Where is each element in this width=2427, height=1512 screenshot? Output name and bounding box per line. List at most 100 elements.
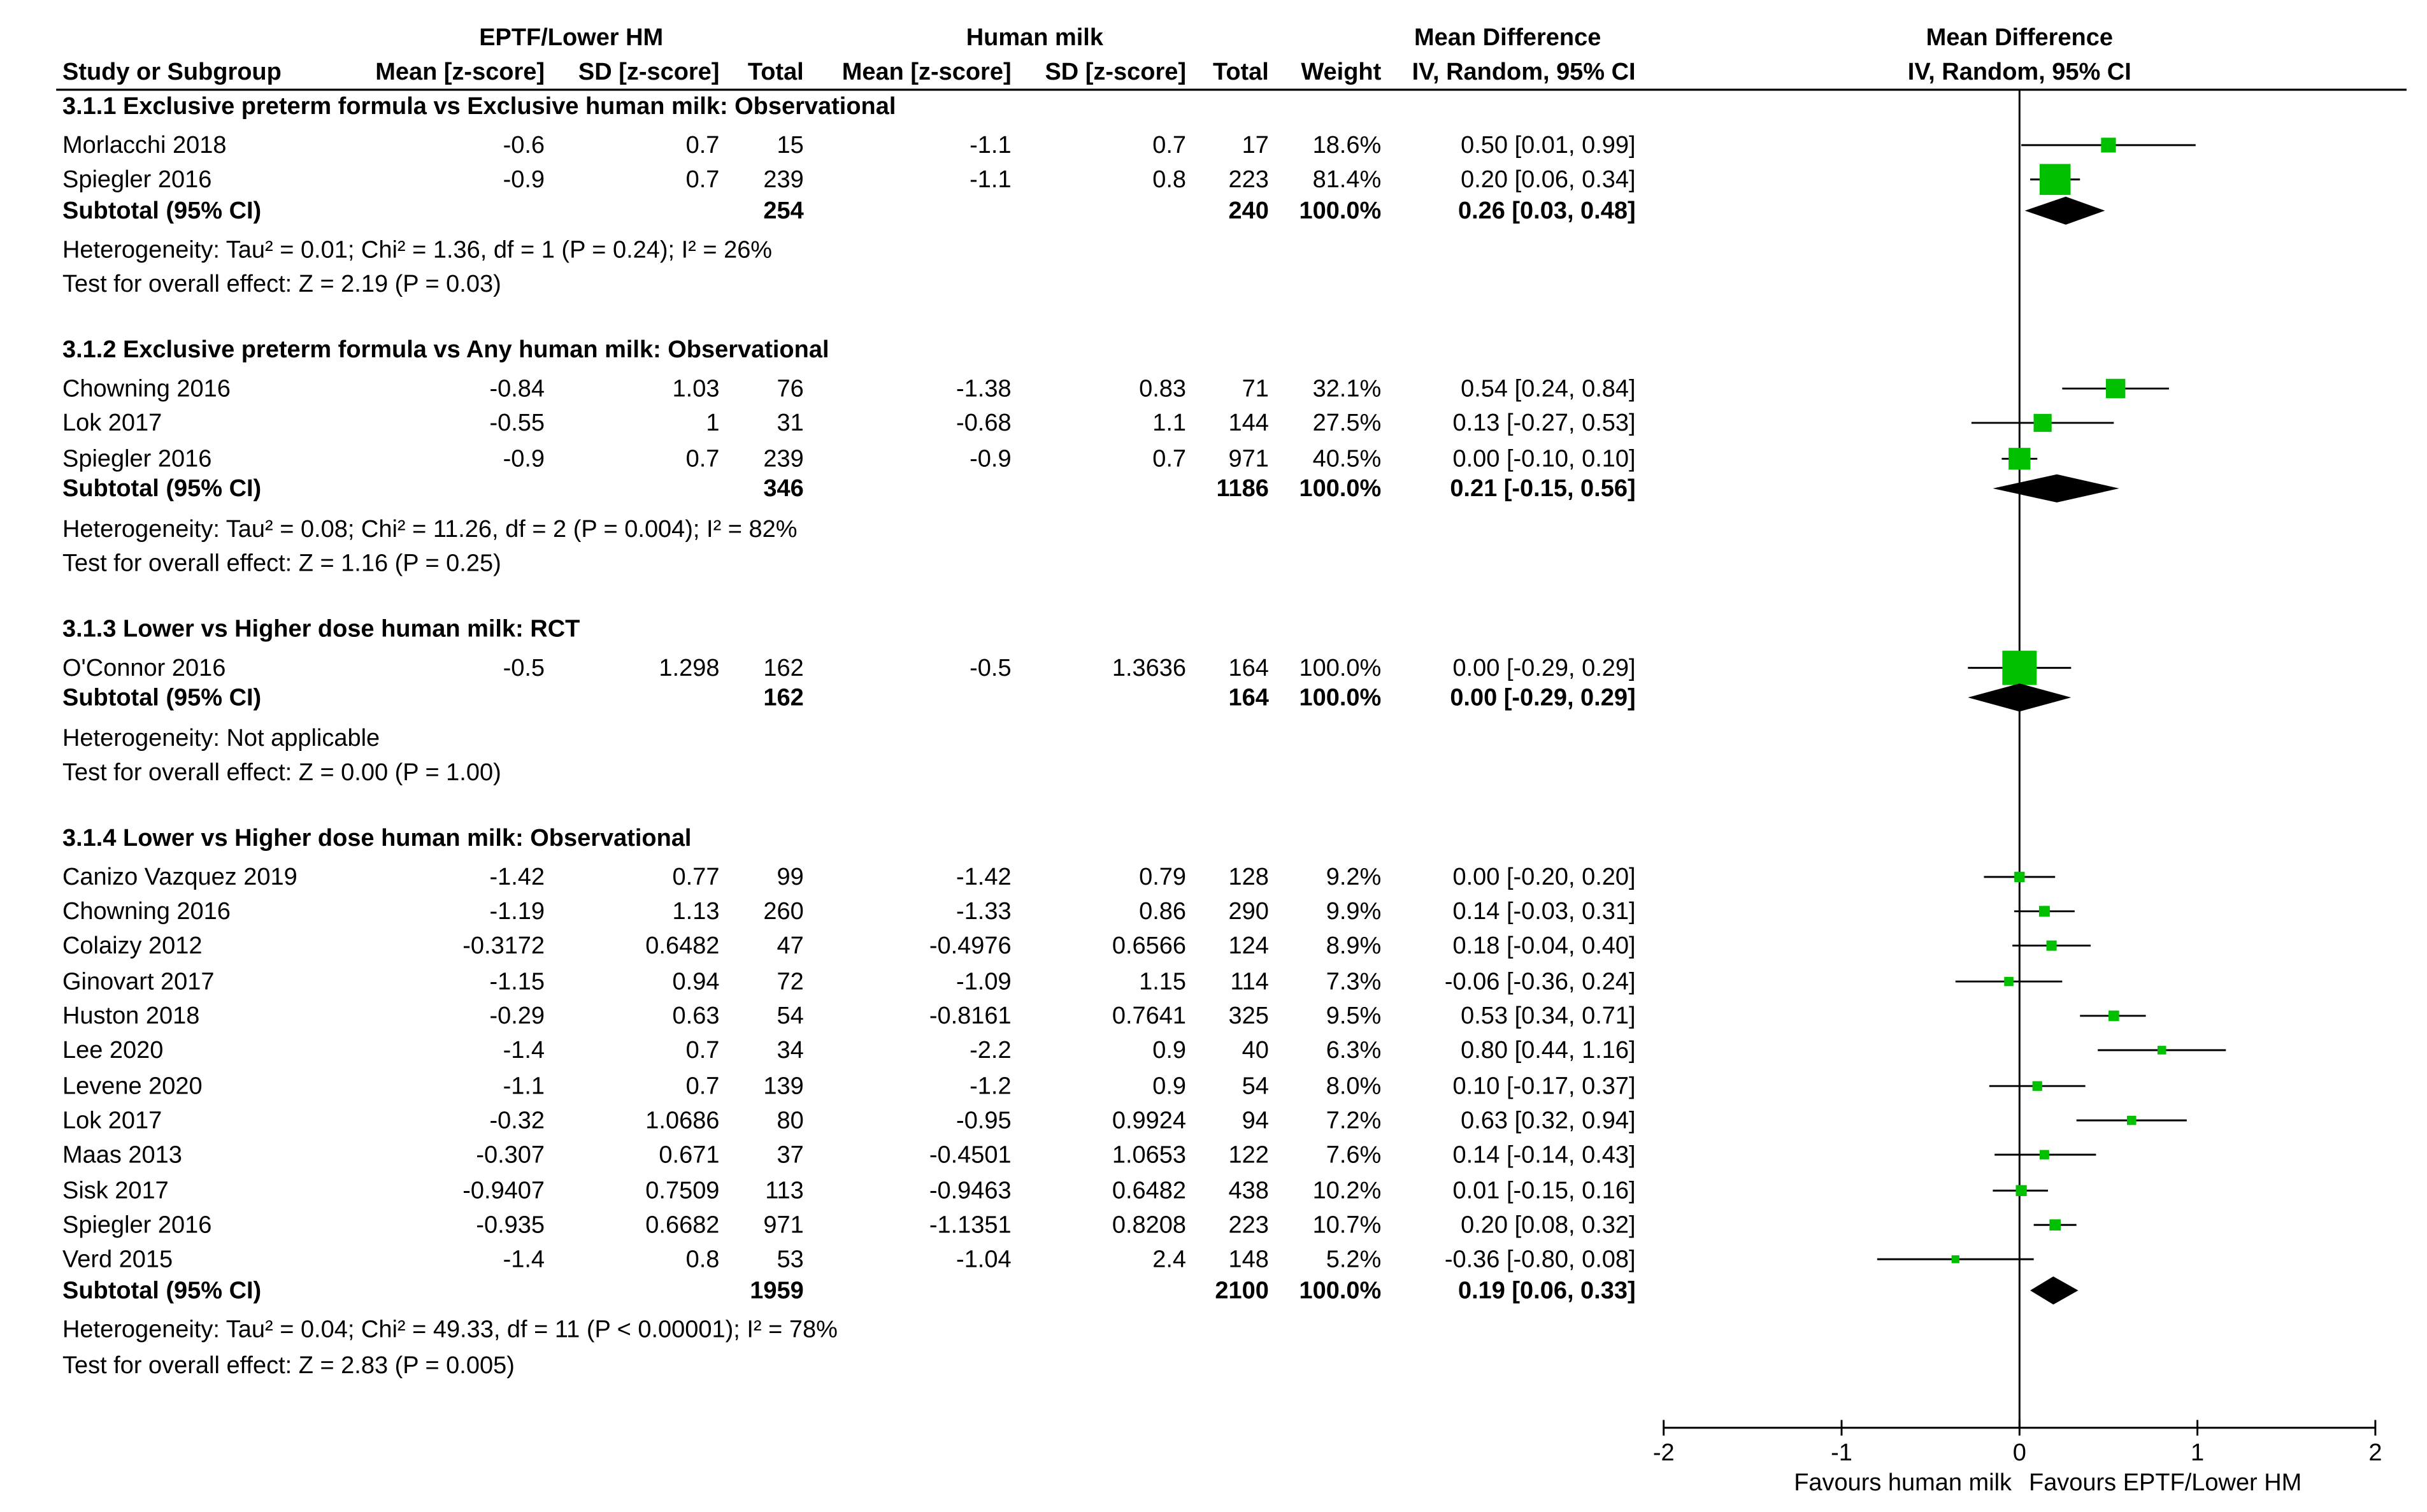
- study-name: Colaizy 2012: [62, 932, 203, 959]
- study-name: Sisk 2017: [62, 1178, 169, 1204]
- subtotal-total1: 162: [763, 684, 803, 711]
- study-point-marker: [2038, 906, 2050, 917]
- study-point-marker: [2101, 138, 2116, 153]
- sd2-cell: 2.4: [1152, 1246, 1186, 1273]
- mean2-cell: -1.1351: [929, 1212, 1012, 1239]
- study-name: Lee 2020: [62, 1037, 163, 1064]
- overall-effect-text: Test for overall effect: Z = 0.00 (P = 1…: [62, 759, 501, 786]
- sd2-cell: 0.9: [1152, 1073, 1186, 1099]
- md-header: Mean Difference: [1414, 24, 1601, 51]
- weight-cell: 8.9%: [1326, 932, 1382, 959]
- total1-cell: 162: [763, 655, 803, 681]
- study-point-marker: [2033, 413, 2052, 432]
- subgroup-title: 3.1.2 Exclusive preterm formula vs Any h…: [62, 336, 829, 363]
- overall-effect-text: Test for overall effect: Z = 2.19 (P = 0…: [62, 271, 501, 297]
- subtotal-weight: 100.0%: [1299, 1277, 1381, 1304]
- total2-cell: 223: [1228, 166, 1268, 193]
- subtotal-ci: 0.19 [0.06, 0.33]: [1458, 1277, 1636, 1304]
- sd1-cell: 1.13: [673, 898, 720, 925]
- study-point-marker: [2004, 976, 2014, 987]
- subtotal-ci: 0.21 [-0.15, 0.56]: [1450, 475, 1635, 502]
- total2-cell: 325: [1228, 1002, 1268, 1029]
- study-name: Lok 2017: [62, 1107, 162, 1134]
- heterogeneity-text: Heterogeneity: Tau² = 0.04; Chi² = 49.33…: [62, 1316, 838, 1343]
- subtotal-label: Subtotal (95% CI): [62, 1277, 261, 1304]
- subgroup-title: 3.1.4 Lower vs Higher dose human milk: O…: [62, 825, 691, 852]
- mean1-cell: -0.935: [476, 1212, 545, 1239]
- pooled-diamond: [2030, 1276, 2079, 1305]
- group2-header: Human milk: [966, 24, 1104, 51]
- mean2-cell: -0.68: [956, 410, 1012, 436]
- total2-cell: 971: [1228, 446, 1268, 473]
- subtotal-ci: 0.26 [0.03, 0.48]: [1458, 197, 1636, 224]
- sd2-cell: 0.7641: [1112, 1002, 1186, 1029]
- x-axis-tick-label: 2: [2368, 1439, 2382, 1466]
- sd2-cell: 1.15: [1139, 968, 1186, 995]
- study-point-marker: [2157, 1046, 2166, 1055]
- study-point-marker: [2032, 1081, 2042, 1091]
- study-name: Verd 2015: [62, 1246, 173, 1273]
- subgroup-title: 3.1.3 Lower vs Higher dose human milk: R…: [62, 616, 580, 643]
- subtotal-total2: 1186: [1216, 475, 1268, 502]
- sd1-cell: 0.77: [673, 864, 720, 890]
- sd1-cell: 1.0686: [645, 1107, 719, 1134]
- study-name: Canizo Vazquez 2019: [62, 864, 297, 890]
- weight-header: Weight: [1301, 59, 1381, 85]
- ci-cell: 0.01 [-0.15, 0.16]: [1453, 1178, 1636, 1204]
- weight-cell: 81.4%: [1313, 166, 1382, 193]
- sd1-cell: 0.671: [659, 1141, 719, 1168]
- ci-cell: 0.50 [0.01, 0.99]: [1461, 132, 1635, 159]
- weight-cell: 5.2%: [1326, 1246, 1382, 1273]
- ci-cell: -0.36 [-0.80, 0.08]: [1445, 1246, 1636, 1273]
- ci-cell: 0.54 [0.24, 0.84]: [1461, 375, 1635, 402]
- sd1-header: SD [z-score]: [578, 59, 720, 85]
- sd2-cell: 0.79: [1139, 864, 1186, 890]
- mean2-header: Mean [z-score]: [842, 59, 1012, 85]
- mean2-cell: -0.4976: [929, 932, 1012, 959]
- study-point-marker: [2108, 1010, 2119, 1022]
- total2-cell: 54: [1242, 1073, 1269, 1099]
- pooled-diamond: [2024, 196, 2105, 225]
- sd1-cell: 0.6482: [645, 932, 719, 959]
- ci-cell: 0.00 [-0.29, 0.29]: [1453, 655, 1636, 681]
- total2-cell: 122: [1228, 1141, 1268, 1168]
- total1-cell: 37: [777, 1141, 804, 1168]
- total1-cell: 239: [763, 446, 803, 473]
- mean1-cell: -1.19: [490, 898, 545, 925]
- mean1-cell: -1.4: [503, 1246, 545, 1273]
- ci-header: IV, Random, 95% CI: [1412, 59, 1636, 85]
- total2-cell: 124: [1228, 932, 1268, 959]
- total1-cell: 80: [777, 1107, 804, 1134]
- mean2-cell: -1.38: [956, 375, 1012, 402]
- mean2-cell: -0.5: [970, 655, 1011, 681]
- overall-effect-text: Test for overall effect: Z = 2.83 (P = 0…: [62, 1352, 515, 1379]
- mean1-cell: -0.32: [490, 1107, 545, 1134]
- sd2-cell: 0.86: [1139, 898, 1186, 925]
- total2-cell: 164: [1228, 655, 1268, 681]
- ci-cell: -0.06 [-0.36, 0.24]: [1445, 968, 1636, 995]
- subtotal-total2: 240: [1228, 197, 1268, 224]
- subtotal-total2: 164: [1228, 684, 1268, 711]
- sd1-cell: 0.7: [686, 132, 720, 159]
- study-name: O'Connor 2016: [62, 655, 226, 681]
- subtotal-total1: 346: [763, 475, 803, 502]
- sd2-cell: 0.8208: [1112, 1212, 1186, 1239]
- sd2-cell: 1.3636: [1112, 655, 1186, 681]
- mean1-cell: -0.9: [503, 446, 545, 473]
- study-name: Ginovart 2017: [62, 968, 215, 995]
- favours-right-label: Favours EPTF/Lower HM: [2029, 1469, 2302, 1496]
- study-name: Morlacchi 2018: [62, 132, 226, 159]
- weight-cell: 10.7%: [1313, 1212, 1382, 1239]
- mean1-cell: -1.4: [503, 1037, 545, 1064]
- study-name: Chowning 2016: [62, 898, 231, 925]
- study-point-marker: [2049, 1219, 2061, 1231]
- subtotal-weight: 100.0%: [1299, 197, 1381, 224]
- x-axis-tick-label: 1: [2191, 1439, 2204, 1466]
- mean1-cell: -1.1: [503, 1073, 545, 1099]
- total1-cell: 239: [763, 166, 803, 193]
- mean1-cell: -0.29: [490, 1002, 545, 1029]
- ci-cell: 0.00 [-0.10, 0.10]: [1453, 446, 1636, 473]
- weight-cell: 100.0%: [1299, 655, 1381, 681]
